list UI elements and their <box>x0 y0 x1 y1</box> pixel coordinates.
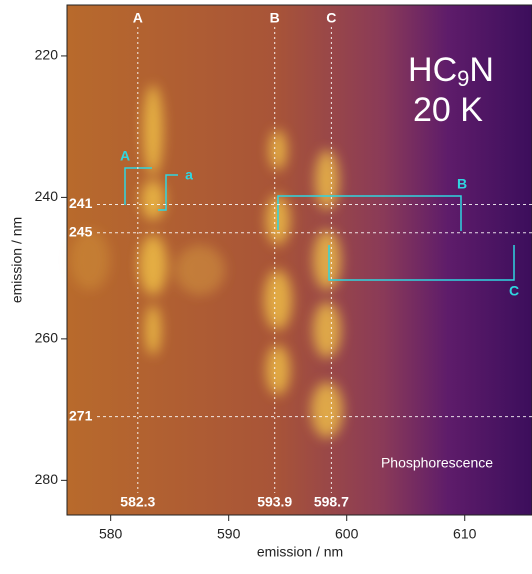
bracket-label: C <box>509 283 519 299</box>
brackets <box>124 167 515 281</box>
peak-name: A <box>133 10 143 26</box>
peak-value: 598.7 <box>314 494 349 510</box>
x-tick-label: 580 <box>99 526 123 542</box>
bracket-label: A <box>120 148 130 164</box>
x-tick-label: 600 <box>335 526 359 542</box>
y-tick-label: 280 <box>35 471 59 487</box>
formula: HC9N <box>408 51 494 91</box>
formula-subscript: 9 <box>457 66 469 91</box>
formula-part: HC <box>408 51 457 89</box>
x-axis-label: emission / nm <box>257 544 343 560</box>
temperature: 20 K <box>413 91 483 129</box>
annotation: Phosphorescence <box>381 455 493 471</box>
peak-value: 582.3 <box>120 494 155 510</box>
y-tick-label: 260 <box>35 330 59 346</box>
x-tick-label: 610 <box>453 526 477 542</box>
peak-value: 593.9 <box>257 494 292 510</box>
level-label: 245 <box>69 223 93 239</box>
y-axis-label: emission / nm <box>9 217 25 303</box>
peak-name: B <box>270 10 280 26</box>
level-label: 271 <box>69 407 93 423</box>
x-tick-label: 590 <box>217 526 241 542</box>
plot-frame <box>66 4 532 516</box>
level-label: 241 <box>69 195 93 211</box>
bracket-label: a <box>185 167 193 183</box>
formula-part: N <box>469 51 494 89</box>
peak-name: C <box>326 10 336 26</box>
bracket-label: B <box>457 176 467 192</box>
y-tick-label: 240 <box>35 188 59 204</box>
y-tick-label: 220 <box>35 47 59 63</box>
